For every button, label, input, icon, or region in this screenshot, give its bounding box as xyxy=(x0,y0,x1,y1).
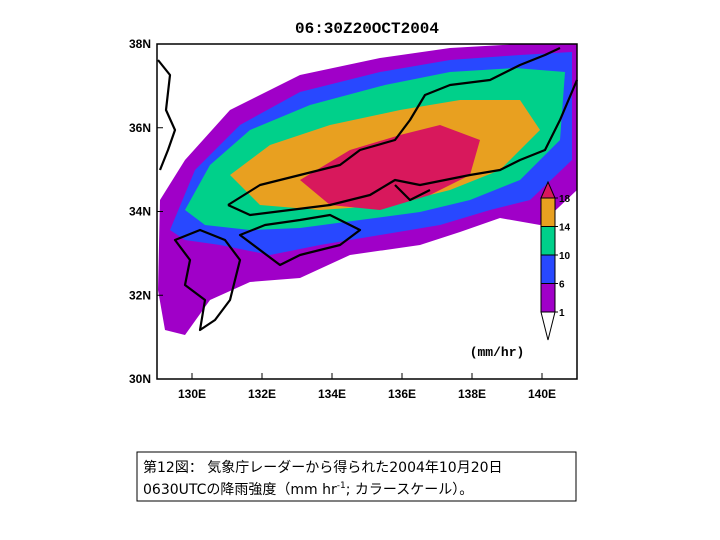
x-tick-label: 140E xyxy=(528,387,556,401)
colorbar-segment xyxy=(540,226,556,256)
y-tick-label: 30N xyxy=(129,372,151,386)
y-tick-label: 36N xyxy=(129,121,151,135)
colorbar-label: 18 xyxy=(559,194,571,205)
map-title: 06:30Z20OCT2004 xyxy=(295,20,439,38)
caption-line: 第12図： 気象庁レーダーから得られた2004年10月20日 xyxy=(143,459,503,476)
coastlines xyxy=(157,47,579,332)
y-tick-label: 32N xyxy=(129,288,151,302)
y-tick-label: 38N xyxy=(129,37,151,51)
colorbar-label: 10 xyxy=(559,251,571,262)
caption-text: 0630UTCの降雨強度（mm hr xyxy=(143,482,337,498)
caption-text: ; カラースケール）。 xyxy=(346,482,473,498)
rain-field xyxy=(158,44,577,335)
colorbar-label: 1 xyxy=(559,308,565,319)
units-label: (mm/hr) xyxy=(470,345,525,360)
colorbar-label: 6 xyxy=(559,280,565,291)
colorbar-segment xyxy=(540,254,556,284)
x-tick-label: 130E xyxy=(178,387,206,401)
caption-line: 0630UTCの降雨強度（mm hr-1; カラースケール）。 xyxy=(143,481,473,498)
x-tick-label: 134E xyxy=(318,387,346,401)
x-tick-label: 138E xyxy=(458,387,486,401)
colorbar-segment xyxy=(540,283,556,313)
colorbar-segment xyxy=(540,197,556,227)
y-tick-label: 34N xyxy=(129,205,151,219)
caption-box xyxy=(136,451,577,502)
x-tick-label: 132E xyxy=(248,387,276,401)
x-tick-label: 136E xyxy=(388,387,416,401)
colorbar-label: 14 xyxy=(559,223,571,234)
caption-superscript: -1 xyxy=(337,481,346,491)
colorbar-cap xyxy=(540,311,556,341)
